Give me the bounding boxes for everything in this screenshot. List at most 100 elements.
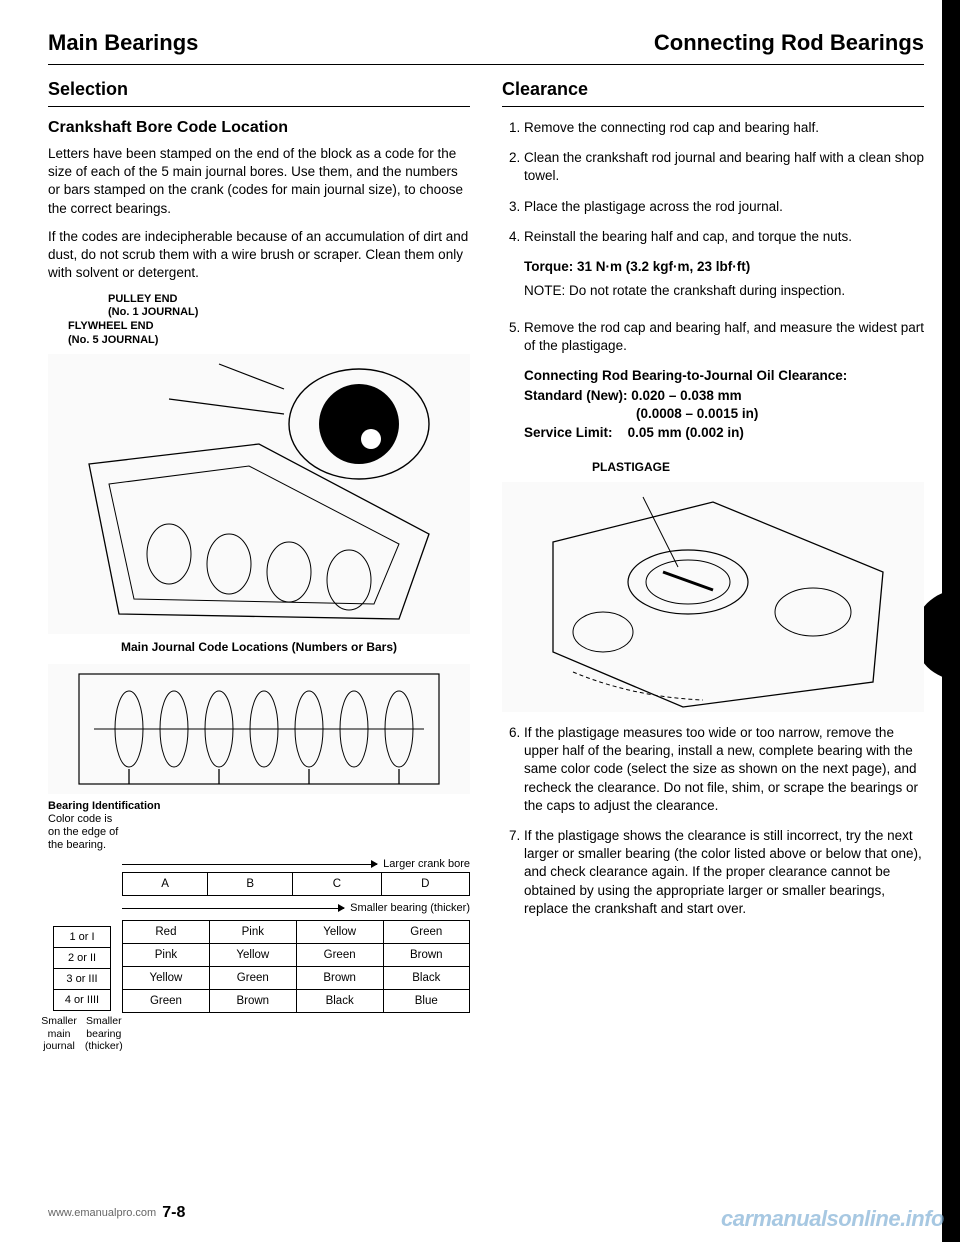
bearing-id-line2: on the edge of	[48, 826, 470, 839]
color-cell: Yellow	[296, 921, 383, 944]
letter-cell: A	[123, 873, 208, 896]
right-rule	[502, 106, 924, 107]
color-cell: Yellow	[209, 944, 296, 967]
color-cell: Green	[383, 921, 469, 944]
color-cell: Pink	[123, 944, 210, 967]
journal-column: 1 or I 2 or II 3 or III 4 or IIII Smalle…	[48, 856, 116, 1053]
crankshaft-svg	[48, 664, 470, 794]
clearance-title: Connecting Rod Bearing-to-Journal Oil Cl…	[524, 367, 924, 385]
thicker-label-3: (thicker)	[85, 1040, 123, 1053]
footer-site: www.emanualpro.com	[48, 1207, 156, 1219]
bore-code-heading: Crankshaft Bore Code Location	[48, 119, 470, 137]
journal-label-2: main	[41, 1028, 77, 1041]
table-row: Red Pink Yellow Green	[123, 921, 470, 944]
bearing-id-block: Bearing Identification Color code is on …	[48, 800, 470, 853]
header-left-title: Main Bearings	[48, 30, 198, 56]
color-cell: Green	[209, 967, 296, 990]
bearing-id-line1: Color code is	[48, 813, 470, 826]
smaller-bearing-label: Smaller bearing (thicker)	[350, 902, 470, 914]
header-right-title: Connecting Rod Bearings	[654, 30, 924, 56]
selection-para-1: Letters have been stamped on the end of …	[48, 145, 470, 218]
arrow-right-icon	[122, 908, 344, 909]
letter-cell: D	[381, 873, 469, 896]
right-column: Clearance Remove the connecting rod cap …	[502, 79, 924, 1204]
rotate-note: NOTE: Do not rotate the crankshaft durin…	[524, 282, 924, 300]
color-cell: Brown	[209, 990, 296, 1013]
thicker-label-1: Smaller	[85, 1015, 123, 1028]
step-3: Place the plastigage across the rod jour…	[524, 198, 924, 216]
step-1: Remove the connecting rod cap and bearin…	[524, 119, 924, 137]
clearance-steps-1-4: Remove the connecting rod cap and bearin…	[502, 119, 924, 258]
page-number: 7-8	[162, 1204, 185, 1222]
engine-label-block: PULLEY END (No. 1 JOURNAL) FLYWHEEL END …	[48, 293, 470, 348]
selection-para-2: If the codes are indecipherable because …	[48, 228, 470, 283]
clearance-heading: Clearance	[502, 79, 924, 100]
engine-svg	[48, 354, 470, 634]
color-cell: Pink	[209, 921, 296, 944]
clearance-steps-6-7: If the plastigage measures too wide or t…	[502, 724, 924, 930]
step-5: Remove the rod cap and bearing half, and…	[524, 319, 924, 355]
selection-heading: Selection	[48, 79, 470, 100]
color-cell: Brown	[383, 944, 469, 967]
table-row: Pink Yellow Green Brown	[123, 944, 470, 967]
journal-size-table: 1 or I 2 or II 3 or III 4 or IIII	[53, 926, 111, 1011]
color-cell: Red	[123, 921, 210, 944]
std-label: Standard (New):	[524, 388, 628, 403]
smaller-bearing-arrow-row: Smaller bearing (thicker)	[122, 902, 470, 914]
flywheel-end-label: FLYWHEEL END	[68, 320, 154, 332]
torque-spec: Torque: 31 N·m (3.2 kgf·m, 23 lbf·ft)	[524, 258, 924, 276]
letter-cell: B	[208, 873, 293, 896]
color-cell: Black	[296, 990, 383, 1013]
arrow-right-icon	[122, 864, 377, 865]
journal-row: 2 or II	[54, 948, 110, 969]
svc-label: Service Limit:	[524, 425, 613, 440]
table-row: Yellow Green Brown Black	[123, 967, 470, 990]
left-column: Selection Crankshaft Bore Code Location …	[48, 79, 470, 1204]
left-rule	[48, 106, 470, 107]
svc-val: 0.05 mm (0.002 in)	[628, 425, 744, 440]
color-cell: Blue	[383, 990, 469, 1013]
std-mm: 0.020 – 0.038 mm	[631, 388, 741, 403]
color-cell: Yellow	[123, 967, 210, 990]
larger-bore-label: Larger crank bore	[383, 858, 470, 870]
journal-bottom-labels: Smaller main journal Smaller bearing (th…	[41, 1015, 123, 1053]
journal-row: 3 or III	[54, 969, 110, 990]
page-container: Main Bearings Connecting Rod Bearings Se…	[0, 0, 960, 1242]
engine-block-figure	[48, 354, 470, 634]
journal-row: 4 or IIII	[54, 990, 110, 1010]
color-cell: Green	[123, 990, 210, 1013]
plastigage-label: PLASTIGAGE	[592, 460, 924, 474]
color-table-column: Larger crank bore A B C D Smaller bearin…	[122, 856, 470, 1053]
color-cell: Green	[296, 944, 383, 967]
selection-tables-row: 1 or I 2 or II 3 or III 4 or IIII Smalle…	[48, 856, 470, 1053]
larger-bore-arrow-row: Larger crank bore	[122, 858, 470, 870]
pulley-journal-label: (No. 1 JOURNAL)	[108, 306, 198, 318]
thicker-label-2: bearing	[85, 1028, 123, 1041]
crankshaft-figure	[48, 664, 470, 794]
two-column-layout: Selection Crankshaft Bore Code Location …	[48, 79, 924, 1204]
journal-label-3: journal	[41, 1040, 77, 1053]
page-header: Main Bearings Connecting Rod Bearings	[48, 30, 924, 65]
watermark-text: carmanualsonline.info	[721, 1206, 944, 1232]
bearing-id-line3: the bearing.	[48, 839, 470, 852]
clearance-spec-block: Connecting Rod Bearing-to-Journal Oil Cl…	[524, 367, 924, 448]
pulley-end-label: PULLEY END	[108, 293, 177, 305]
std-in: (0.0008 – 0.0015 in)	[636, 405, 924, 423]
bearing-color-table: Red Pink Yellow Green Pink Yellow Green …	[122, 920, 470, 1013]
table-row: Green Brown Black Blue	[123, 990, 470, 1013]
letter-header-table: A B C D	[122, 872, 470, 896]
letter-cell: C	[293, 873, 381, 896]
color-cell: Brown	[296, 967, 383, 990]
torque-note-block: Torque: 31 N·m (3.2 kgf·m, 23 lbf·ft) NO…	[524, 258, 924, 306]
step-4: Reinstall the bearing half and cap, and …	[524, 228, 924, 246]
plastigage-figure	[502, 482, 924, 712]
journal-label-1: Smaller	[41, 1015, 77, 1028]
bearing-id-title: Bearing Identification	[48, 800, 470, 813]
clearance-step-5: Remove the rod cap and bearing half, and…	[502, 319, 924, 367]
step-2: Clean the crankshaft rod journal and bea…	[524, 149, 924, 185]
plastigage-svg	[502, 482, 924, 712]
color-cell: Black	[383, 967, 469, 990]
step-7: If the plastigage shows the clearance is…	[524, 827, 924, 918]
flywheel-journal-label: (No. 5 JOURNAL)	[68, 334, 158, 346]
journal-row: 1 or I	[54, 927, 110, 948]
